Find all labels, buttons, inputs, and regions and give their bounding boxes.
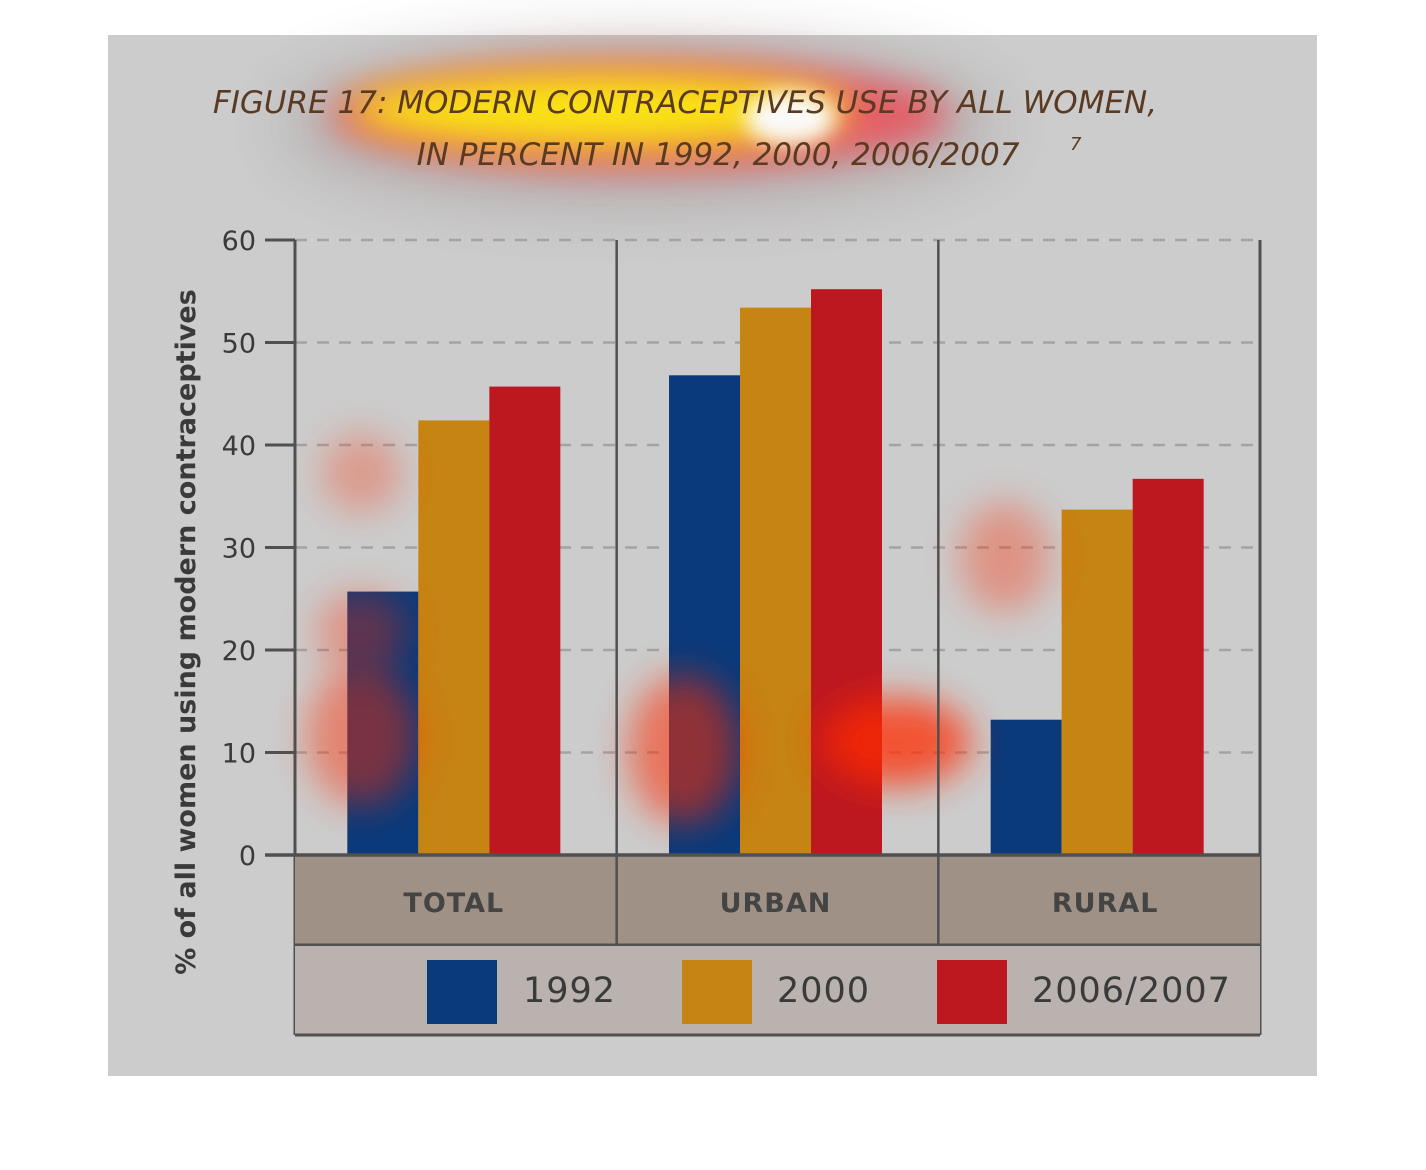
y-tick-label: 10: [222, 739, 256, 770]
bar-rural-1992: [990, 719, 1062, 855]
attention-blob: [821, 696, 972, 787]
attention-blob: [321, 433, 402, 514]
chart-title-superscript: 7: [1070, 134, 1082, 155]
y-tick-label: 0: [239, 841, 256, 872]
title-heatmap-glow: [280, 45, 1000, 205]
bar-total-2006-2007: [489, 386, 561, 855]
bars: [347, 289, 1204, 855]
category-label-urban: URBAN: [720, 888, 832, 919]
y-tick-labels: 0 10 20 30 40 50 60: [222, 226, 256, 872]
category-label-total: TOTAL: [403, 888, 504, 919]
y-tick-label: 30: [222, 534, 256, 565]
legend-label-1992: 1992: [523, 971, 616, 1011]
y-tick-label: 50: [222, 329, 256, 360]
y-tick-label: 60: [222, 226, 256, 257]
attention-blob: [628, 674, 739, 825]
legend-label-2006-2007: 2006/2007: [1032, 971, 1231, 1011]
chart-subtitle: IN PERCENT IN 1992, 2000, 2006/2007: [417, 137, 1020, 173]
bar-heatmap-overlay: [306, 433, 1050, 825]
bar-total-2000: [418, 420, 490, 855]
y-tick-label: 40: [222, 431, 256, 462]
legend-swatch-2000: [682, 960, 752, 1024]
legend-label-2000: 2000: [777, 971, 870, 1011]
bar-rural-2006-2007: [1132, 478, 1204, 855]
attention-blob: [316, 591, 407, 672]
category-band: TOTAL URBAN RURAL: [265, 853, 1260, 947]
y-axis-label: % of all women using modern contraceptiv…: [171, 289, 202, 975]
bar-rural-2000: [1061, 509, 1133, 855]
attention-blob: [959, 502, 1050, 613]
y-tick-label: 20: [222, 636, 256, 667]
category-band-background: [295, 855, 1260, 945]
legend-swatch-2006-2007: [937, 960, 1007, 1024]
attention-blob: [306, 666, 417, 807]
category-label-rural: RURAL: [1052, 888, 1159, 919]
legend: 1992 2000 2006/2007: [295, 946, 1260, 1037]
chart-title: FIGURE 17: MODERN CONTRACEPTIVES USE BY …: [213, 85, 1157, 121]
bar-urban-2000: [740, 307, 811, 855]
legend-swatch-1992: [427, 960, 497, 1024]
